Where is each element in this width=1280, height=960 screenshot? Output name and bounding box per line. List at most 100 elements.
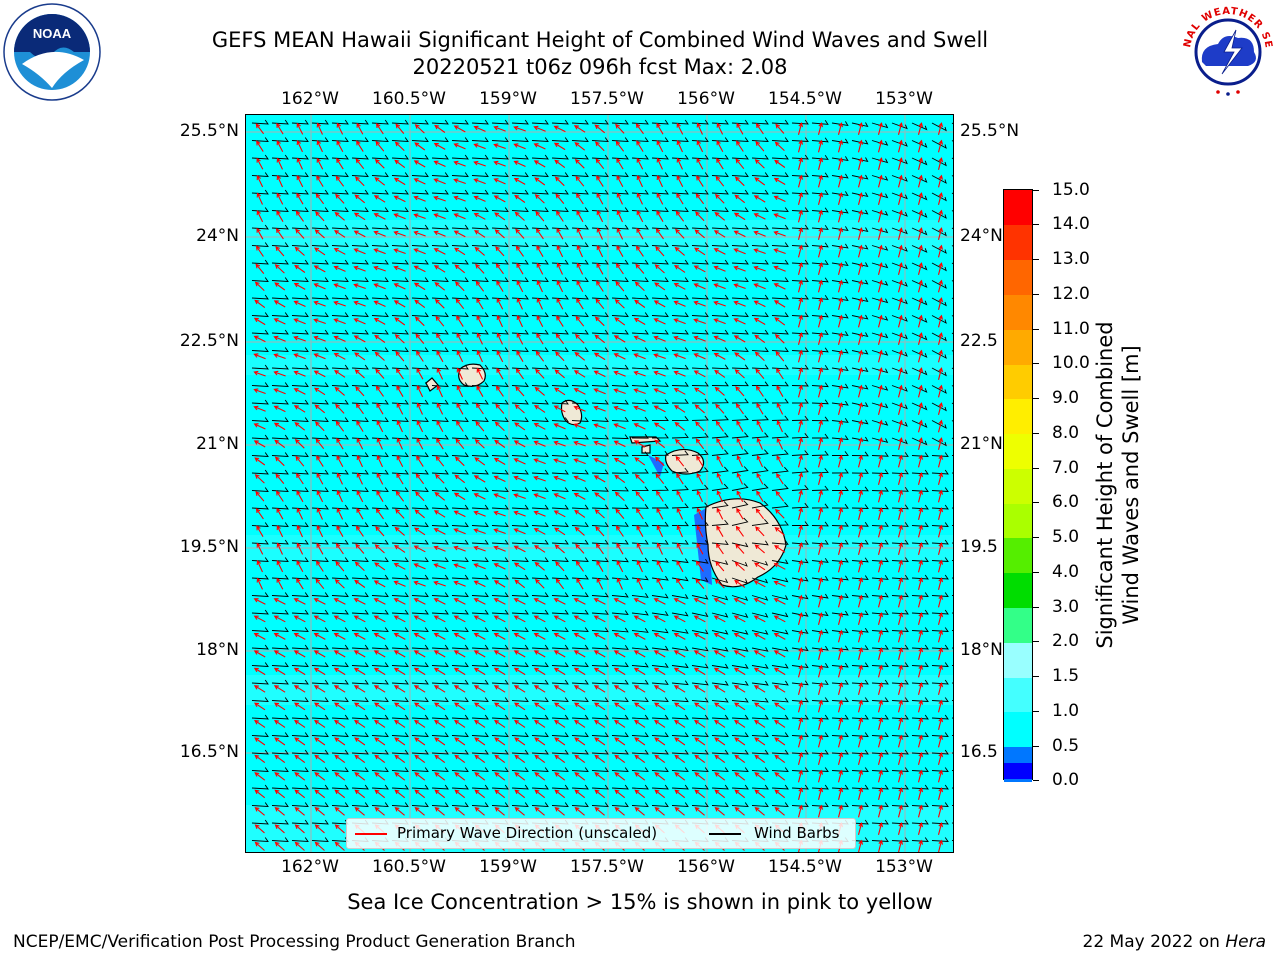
wind-barb	[791, 714, 809, 720]
wind-barb	[371, 364, 389, 370]
legend-barbs-label: Wind Barbs	[754, 824, 840, 842]
primary-wave-arrow	[453, 650, 466, 658]
wind-barb	[531, 382, 549, 388]
wind-barb	[411, 277, 429, 283]
primary-wave-arrow	[897, 244, 904, 258]
primary-wave-arrow	[797, 122, 804, 135]
wind-barb	[731, 154, 749, 160]
wind-barb	[471, 224, 489, 230]
primary-wave-arrow	[433, 213, 446, 220]
primary-wave-arrow	[613, 370, 626, 377]
primary-wave-arrow	[394, 754, 406, 764]
primary-wave-arrow	[917, 227, 924, 240]
wind-barb	[691, 714, 709, 720]
primary-wave-arrow	[276, 122, 284, 135]
primary-wave-arrow	[334, 719, 346, 728]
primary-wave-arrow	[776, 402, 784, 415]
primary-wave-arrow	[937, 314, 944, 328]
primary-wave-arrow	[734, 719, 746, 728]
wind-barb	[731, 697, 749, 703]
primary-wave-arrow	[636, 175, 643, 188]
primary-wave-arrow	[396, 455, 404, 468]
wind-barb	[771, 802, 789, 808]
wind-barb	[591, 679, 609, 685]
wind-barb	[551, 329, 569, 335]
primary-wave-arrow	[254, 754, 266, 764]
primary-wave-arrow	[937, 384, 944, 398]
primary-wave-arrow	[716, 525, 724, 537]
wind-barb	[531, 539, 549, 545]
wind-barb	[651, 329, 669, 335]
primary-wave-arrow	[918, 839, 924, 852]
wind-barb	[891, 140, 908, 147]
primary-wave-arrow	[553, 423, 566, 430]
wind-barb	[751, 381, 769, 387]
primary-wave-arrow	[613, 650, 626, 658]
wind-barb	[411, 609, 429, 615]
primary-wave-arrow	[414, 142, 426, 151]
primary-wave-arrow	[877, 297, 884, 310]
wind-barb	[291, 644, 309, 650]
primary-wave-arrow	[373, 580, 386, 588]
primary-wave-arrow	[674, 421, 685, 431]
primary-wave-arrow	[553, 475, 566, 482]
wind-barb	[311, 224, 329, 230]
primary-wave-arrow	[596, 280, 604, 292]
wind-barb	[931, 452, 949, 458]
wind-barb	[571, 312, 589, 318]
primary-wave-arrow	[374, 806, 385, 816]
primary-wave-arrow	[897, 437, 904, 450]
primary-wave-arrow	[817, 524, 824, 538]
wind-barb	[571, 382, 589, 388]
primary-wave-arrow	[573, 440, 586, 447]
primary-wave-arrow	[837, 524, 844, 538]
primary-wave-arrow	[253, 667, 266, 676]
primary-wave-arrow	[393, 580, 406, 587]
wind-barb	[331, 189, 349, 195]
wind-barb	[391, 522, 409, 528]
primary-wave-arrow	[395, 508, 405, 519]
wind-barb	[491, 522, 509, 528]
primary-wave-arrow	[674, 702, 686, 711]
wind-barb	[371, 312, 389, 318]
primary-wave-arrow	[273, 598, 286, 605]
primary-wave-arrow	[636, 157, 644, 170]
wind-barb	[431, 539, 449, 545]
primary-wave-arrow	[413, 615, 426, 623]
primary-wave-arrow	[334, 386, 345, 396]
wind-barb	[851, 575, 869, 581]
primary-wave-arrow	[294, 438, 305, 449]
primary-wave-arrow	[334, 579, 345, 589]
wind-barb	[471, 679, 489, 685]
primary-wave-arrow	[556, 210, 564, 222]
wind-barb	[311, 644, 329, 650]
primary-wave-arrow	[713, 633, 726, 640]
primary-wave-arrow	[817, 734, 824, 748]
primary-wave-arrow	[374, 737, 386, 746]
wind-barb	[591, 469, 609, 475]
primary-wave-arrow	[473, 685, 486, 693]
primary-wave-arrow	[454, 754, 466, 764]
primary-wave-arrow	[917, 542, 924, 555]
primary-wave-arrow	[596, 175, 604, 187]
primary-wave-arrow	[375, 140, 385, 152]
wind-barb	[571, 452, 589, 458]
primary-wave-arrow	[293, 335, 306, 342]
primary-wave-arrow	[515, 228, 525, 239]
primary-wave-arrow	[533, 510, 546, 517]
wind-barb	[431, 119, 449, 125]
wind-barb	[771, 347, 789, 353]
primary-wave-arrow	[494, 702, 506, 711]
primary-wave-arrow	[797, 769, 804, 783]
colorbar-segment	[1004, 365, 1032, 399]
primary-wave-arrow	[753, 317, 766, 325]
wind-barb	[871, 644, 889, 650]
primary-wave-arrow	[595, 526, 605, 537]
primary-wave-arrow	[857, 349, 864, 363]
wind-barb	[851, 592, 869, 598]
primary-wave-arrow	[633, 633, 646, 640]
primary-wave-arrow	[755, 123, 764, 135]
wind-barb	[611, 154, 629, 160]
primary-wave-arrow	[877, 804, 884, 818]
primary-wave-arrow	[713, 615, 726, 623]
